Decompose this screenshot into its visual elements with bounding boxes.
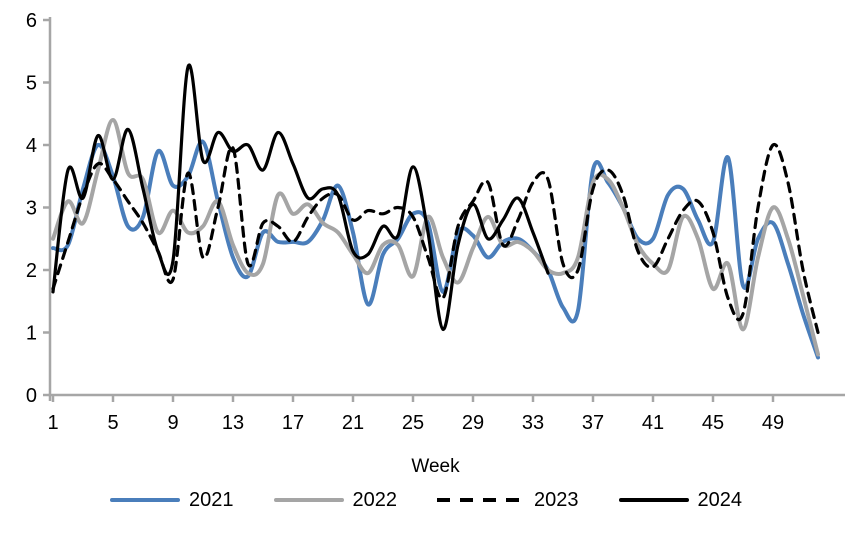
chart-legend: 2021 2022 2023 2024 bbox=[0, 490, 852, 510]
x-tick-label: 9 bbox=[167, 412, 178, 434]
legend-line-sample-2024 bbox=[618, 498, 689, 502]
legend-label-2022: 2022 bbox=[352, 489, 398, 511]
legend-item-2022: 2022 bbox=[273, 489, 398, 511]
x-tick-label: 5 bbox=[107, 412, 118, 434]
legend-item-2024: 2024 bbox=[618, 489, 743, 511]
legend-item-2023: 2023 bbox=[437, 490, 579, 510]
y-tick-label: 3 bbox=[26, 198, 37, 220]
legend-label-2021: 2021 bbox=[189, 489, 234, 511]
legend-item-2021: 2021 bbox=[110, 490, 234, 510]
y-tick-label: 6 bbox=[26, 10, 37, 32]
x-tick-label: 13 bbox=[222, 412, 244, 434]
series-line-2021 bbox=[51, 139, 820, 360]
x-tick-label: 29 bbox=[462, 412, 484, 434]
x-tick-label: 1 bbox=[47, 412, 58, 434]
legend-label-2024: 2024 bbox=[697, 489, 743, 511]
x-tick-label: 49 bbox=[762, 412, 784, 434]
x-tick-label: 41 bbox=[642, 412, 664, 434]
legend-line-sample-2022 bbox=[273, 498, 344, 502]
y-tick-label: 5 bbox=[26, 73, 37, 95]
legend-line-sample-2023 bbox=[437, 498, 525, 502]
series-line-2023 bbox=[51, 142, 820, 335]
x-tick-label: 25 bbox=[402, 412, 424, 434]
y-tick-label: 4 bbox=[26, 135, 37, 157]
x-tick-label: 17 bbox=[282, 412, 304, 434]
x-tick-label: 37 bbox=[582, 412, 604, 434]
x-tick-label: 33 bbox=[522, 412, 544, 434]
y-tick-label: 0 bbox=[26, 385, 37, 407]
x-tick-label: 21 bbox=[342, 412, 364, 434]
y-tick-label: 1 bbox=[26, 323, 37, 345]
legend-label-2023: 2023 bbox=[534, 489, 579, 511]
legend-line-sample-2021 bbox=[110, 498, 180, 502]
series-line-2022 bbox=[51, 117, 820, 357]
y-tick-label: 2 bbox=[26, 260, 37, 282]
x-tick-label: 45 bbox=[702, 412, 724, 434]
series-line-2024 bbox=[51, 63, 550, 332]
x-axis-title: Week bbox=[411, 456, 460, 477]
